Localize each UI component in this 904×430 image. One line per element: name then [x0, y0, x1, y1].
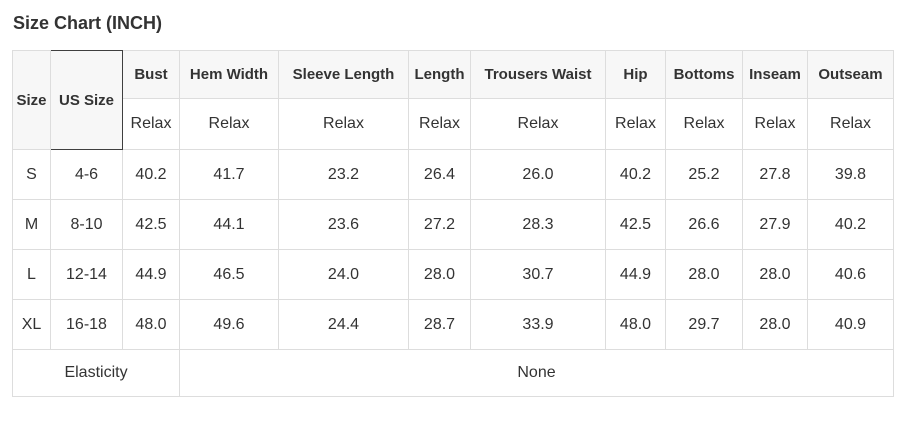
measurement-cell: 28.7	[408, 299, 471, 350]
size-cell: M	[12, 199, 51, 250]
measurement-cell: 29.7	[665, 299, 743, 350]
fit-cell: Relax	[408, 98, 471, 150]
fit-cell: Relax	[807, 98, 894, 150]
us-size-value-cell: 4-6	[50, 149, 123, 200]
fit-cell: Relax	[179, 98, 279, 150]
measurement-cell: 25.2	[665, 149, 743, 200]
col-header-bottoms: Bottoms	[665, 50, 743, 99]
fit-cell: Relax	[742, 98, 808, 150]
size-chart-table: Size US Size Bust Hem Width Sleeve Lengt…	[12, 50, 894, 397]
col-header-us-size: US Size	[50, 50, 123, 150]
col-header-trousers-waist: Trousers Waist	[470, 50, 606, 99]
measurement-cell: 40.2	[605, 149, 666, 200]
header-row: Size US Size Bust Hem Width Sleeve Lengt…	[12, 50, 894, 150]
measurement-cell: 24.0	[278, 249, 409, 300]
table-row-s: S 4-6 40.2 41.7 23.2 26.4 26.0 40.2 25.2…	[12, 149, 894, 200]
measurement-cell: 27.2	[408, 199, 471, 250]
elasticity-label-cell: Elasticity	[12, 349, 180, 397]
size-cell: L	[12, 249, 51, 300]
measurement-cell: 48.0	[122, 299, 180, 350]
fit-cell: Relax	[278, 98, 409, 150]
fit-cell: Relax	[470, 98, 606, 150]
measurement-cell: 44.9	[122, 249, 180, 300]
col-header-bust: Bust	[122, 50, 180, 99]
us-size-value-cell: 8-10	[50, 199, 123, 250]
page-title: Size Chart (INCH)	[13, 13, 163, 33]
measurement-cell: 41.7	[179, 149, 279, 200]
measurement-cell: 26.6	[665, 199, 743, 250]
size-cell: S	[12, 149, 51, 200]
fit-row: Relax Relax Relax Relax Relax Relax Rela…	[13, 98, 894, 150]
col-header-hem-width: Hem Width	[179, 50, 279, 99]
measurement-cell: 49.6	[179, 299, 279, 350]
measurement-cell: 44.1	[179, 199, 279, 250]
measurement-cell: 46.5	[179, 249, 279, 300]
elasticity-row: Elasticity None	[12, 349, 894, 397]
table-row-m: M 8-10 42.5 44.1 23.6 27.2 28.3 42.5 26.…	[12, 199, 894, 250]
measurement-cell: 24.4	[278, 299, 409, 350]
measurement-cell: 48.0	[605, 299, 666, 350]
fit-cell: Relax	[605, 98, 666, 150]
size-cell: XL	[12, 299, 51, 350]
measurement-cell: 27.9	[742, 199, 808, 250]
measurement-cell: 28.0	[408, 249, 471, 300]
measurement-cell: 28.0	[742, 299, 808, 350]
measurement-cell: 40.6	[807, 249, 894, 300]
us-size-value-cell: 16-18	[50, 299, 123, 350]
col-header-inseam: Inseam	[742, 50, 808, 99]
measurement-cell: 40.2	[807, 199, 894, 250]
measurement-cell: 39.8	[807, 149, 894, 200]
col-header-outseam: Outseam	[807, 50, 894, 99]
measurement-cell: 33.9	[470, 299, 606, 350]
measurement-cell: 30.7	[470, 249, 606, 300]
elasticity-value-cell: None	[179, 349, 894, 397]
measurement-cell: 40.2	[122, 149, 180, 200]
us-size-value-cell: 12-14	[50, 249, 123, 300]
col-header-sleeve-length: Sleeve Length	[278, 50, 409, 99]
measurement-cell: 42.5	[122, 199, 180, 250]
table-row-xl: XL 16-18 48.0 49.6 24.4 28.7 33.9 48.0 2…	[12, 299, 894, 350]
measurement-cell: 26.4	[408, 149, 471, 200]
measurement-cell: 44.9	[605, 249, 666, 300]
measurement-cell: 26.0	[470, 149, 606, 200]
measurement-cell: 28.0	[742, 249, 808, 300]
measurement-cell: 40.9	[807, 299, 894, 350]
fit-cell: Relax	[122, 98, 180, 150]
col-header-size: Size	[12, 50, 51, 150]
measurement-cell: 23.2	[278, 149, 409, 200]
measurement-cell: 28.0	[665, 249, 743, 300]
measurement-cell: 23.6	[278, 199, 409, 250]
measurement-cell: 28.3	[470, 199, 606, 250]
table-row-l: L 12-14 44.9 46.5 24.0 28.0 30.7 44.9 28…	[12, 249, 894, 300]
col-header-hip: Hip	[605, 50, 666, 99]
measurement-cell: 27.8	[742, 149, 808, 200]
measurement-cell: 42.5	[605, 199, 666, 250]
col-header-length: Length	[408, 50, 471, 99]
fit-cell: Relax	[665, 98, 743, 150]
